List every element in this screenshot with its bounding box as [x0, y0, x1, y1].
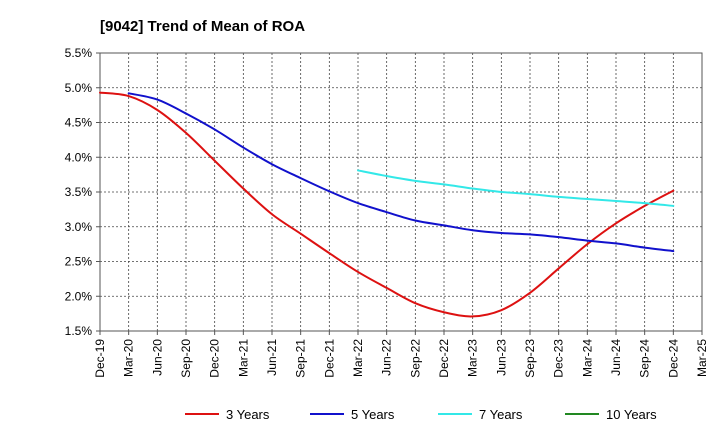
legend-item: 5 Years — [310, 407, 395, 422]
x-tick-label: Dec-22 — [437, 339, 451, 378]
legend-label: 10 Years — [606, 407, 657, 422]
x-tick-label: Mar-22 — [351, 339, 365, 377]
x-tick-label: Jun-20 — [150, 339, 164, 376]
x-tick-label: Sep-22 — [408, 339, 422, 378]
x-tick-label: Mar-25 — [695, 339, 709, 377]
legend-label: 7 Years — [479, 407, 523, 422]
y-axis-ticks: 1.5% 2.0% 2.5% 3.0% 3.5% 4.0% 4.5% 5.0% 5.5% — [65, 46, 100, 338]
x-tick-label: Dec-19 — [93, 339, 107, 378]
legend-item: 3 Years — [185, 407, 270, 422]
series-line-1 — [99, 91, 675, 318]
x-tick-label: Sep-20 — [179, 339, 193, 378]
x-tick-label: Dec-21 — [322, 339, 336, 378]
y-tick-label: 4.5% — [65, 116, 93, 130]
y-tick-label: 3.0% — [65, 220, 93, 234]
series-line-3 — [357, 169, 675, 207]
x-axis-ticks: Dec-19 Mar-20 Jun-20 Sep-20 Dec-20 Mar-21 Jun-… — [93, 331, 709, 378]
y-tick-label: 4.0% — [65, 150, 93, 164]
y-tick-label: 5.0% — [65, 81, 93, 95]
legend: 3 Years 5 Years 7 Years 10 Years — [185, 407, 657, 422]
legend-label: 3 Years — [226, 407, 270, 422]
y-tick-label: 2.0% — [65, 289, 93, 303]
x-tick-label: Mar-24 — [580, 339, 594, 377]
y-tick-label: 1.5% — [65, 324, 93, 338]
x-tick-label: Dec-24 — [666, 339, 680, 378]
y-tick-label: 5.5% — [65, 46, 93, 60]
series-lines — [99, 91, 675, 318]
x-tick-label: Dec-20 — [208, 339, 222, 378]
x-tick-label: Dec-23 — [552, 339, 566, 378]
legend-item: 7 Years — [438, 407, 523, 422]
legend-label: 5 Years — [351, 407, 395, 422]
grid-lines — [100, 53, 702, 331]
y-tick-label: 2.5% — [65, 255, 93, 269]
chart-title: [9042] Trend of Mean of ROA — [100, 18, 305, 35]
x-tick-label: Jun-23 — [494, 339, 508, 376]
x-tick-label: Mar-20 — [122, 339, 136, 377]
x-tick-label: Sep-23 — [523, 339, 537, 378]
y-tick-label: 3.5% — [65, 185, 93, 199]
x-tick-label: Sep-24 — [638, 339, 652, 378]
x-tick-label: Sep-21 — [294, 339, 308, 378]
x-tick-label: Jun-22 — [380, 339, 394, 376]
x-tick-label: Mar-23 — [466, 339, 480, 377]
x-tick-label: Jun-21 — [265, 339, 279, 376]
legend-item: 10 Years — [565, 407, 657, 422]
x-tick-label: Mar-21 — [236, 339, 250, 377]
series-line-2 — [127, 92, 675, 253]
x-tick-label: Jun-24 — [609, 339, 623, 376]
